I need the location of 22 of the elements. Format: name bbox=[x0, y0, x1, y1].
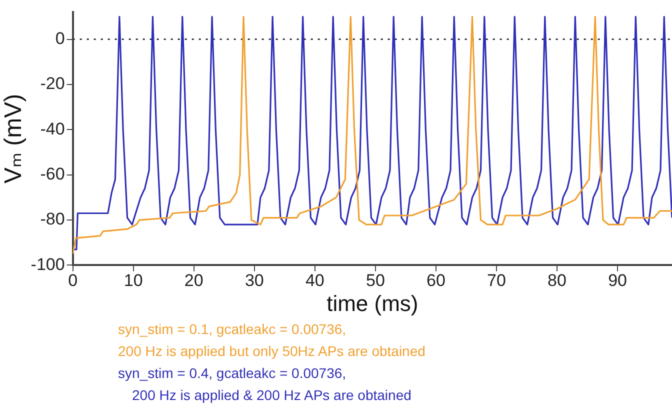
text: syn_stim = 0.1, gcatleakc = 0.00736, bbox=[118, 320, 348, 339]
y-tick-label: -100 bbox=[30, 254, 65, 274]
y-tick-label: -60 bbox=[40, 164, 65, 184]
x-tick-label: 70 bbox=[487, 271, 506, 290]
y-tick-label: 0 bbox=[55, 28, 65, 48]
x-tick-label: 20 bbox=[184, 271, 204, 290]
x-tick-label: 10 bbox=[124, 271, 143, 290]
x-tick-label: 90 bbox=[608, 271, 627, 290]
y-tick-label: -40 bbox=[40, 119, 65, 138]
text: syn_stim = 0.4, gcatleakc = 0.00736, bbox=[118, 364, 348, 383]
y-axis-title: Vₘ (mV) bbox=[0, 94, 28, 184]
x-tick-label: 0 bbox=[68, 271, 78, 290]
text: 200 Hz is applied but only 50Hz APs are obtained bbox=[118, 342, 426, 361]
x-tick-label: 50 bbox=[366, 271, 385, 290]
y-tick-label: -80 bbox=[40, 210, 65, 229]
y-tick-label: -20 bbox=[40, 74, 65, 94]
text: 200 Hz is applied & 200 Hz APs are obtained bbox=[131, 386, 412, 405]
x-tick-label: 30 bbox=[244, 271, 264, 290]
x-tick-label: 40 bbox=[305, 271, 324, 290]
x-tick-label: 60 bbox=[426, 271, 446, 290]
x-tick-label: 80 bbox=[548, 271, 566, 290]
x-axis-title: time (ms) bbox=[326, 290, 418, 316]
